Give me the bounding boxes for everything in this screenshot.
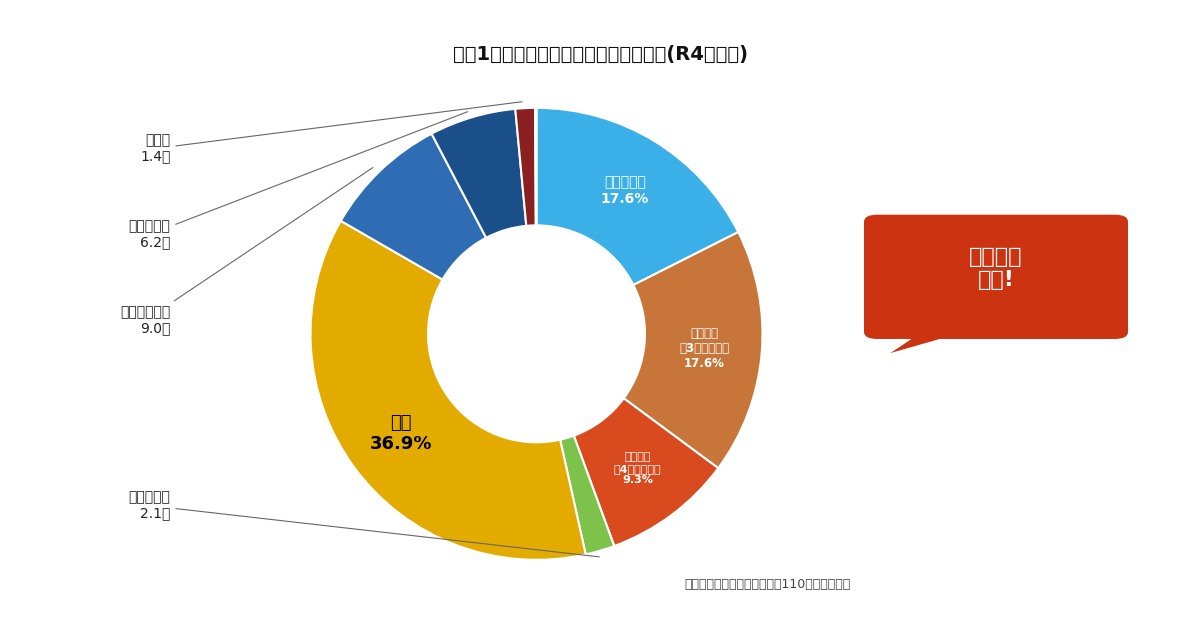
Wedge shape — [432, 109, 527, 238]
Text: 戸建より
多い!: 戸建より 多い! — [970, 247, 1022, 290]
Wedge shape — [560, 436, 614, 555]
Wedge shape — [624, 232, 762, 468]
Text: 共同住宅
（4階建以上）
9.3%: 共同住宅 （4階建以上） 9.3% — [613, 452, 661, 485]
Text: 一般事務所
2.1％: 一般事務所 2.1％ — [128, 490, 599, 557]
Text: 一戸建住宅
17.6%: 一戸建住宅 17.6% — [601, 175, 649, 205]
FancyBboxPatch shape — [864, 214, 1128, 339]
Wedge shape — [535, 108, 536, 225]
Wedge shape — [311, 221, 586, 560]
Text: その他
1.4％: その他 1.4％ — [140, 101, 522, 164]
Text: 出典：警察庁「住まいる防犯110番」令和４年: 出典：警察庁「住まいる防犯110番」令和４年 — [684, 578, 851, 591]
Wedge shape — [536, 108, 738, 285]
Text: 生活環境営業
9.0％: 生活環境営業 9.0％ — [120, 168, 373, 335]
Wedge shape — [341, 134, 486, 280]
Wedge shape — [574, 398, 719, 546]
Polygon shape — [890, 332, 965, 353]
Text: 【図1】侵入強盗の発生場所別認知件数(R4年調べ): 【図1】侵入強盗の発生場所別認知件数(R4年調べ) — [452, 45, 748, 64]
Wedge shape — [515, 108, 536, 226]
Text: 金融機関等
6.2％: 金融機関等 6.2％ — [128, 112, 468, 250]
Text: 共同住宅
（3階建以下）
17.6%: 共同住宅 （3階建以下） 17.6% — [679, 327, 730, 370]
Text: 商店
36.9%: 商店 36.9% — [370, 414, 432, 453]
